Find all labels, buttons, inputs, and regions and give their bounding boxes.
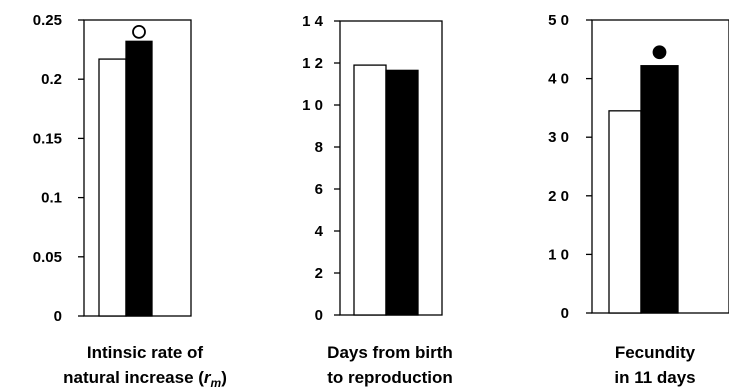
y-tick-label: 0.1 xyxy=(41,190,62,207)
x-axis-label-line-2: in 11 days xyxy=(614,368,695,387)
y-tick-label: 8 xyxy=(315,139,323,156)
y-tick-label: 0.05 xyxy=(33,249,62,266)
x-axis-label-line-2: natural increase (rm) xyxy=(63,368,227,390)
x-axis-label-line-1: Days from birth xyxy=(327,343,453,362)
x-axis-label-line-2: to reproduction xyxy=(327,368,453,387)
bar-filled xyxy=(125,40,153,317)
panel-2: 0 2 4 6 8 1 0 1 2 1 4 Days from birth to reproduc… xyxy=(302,13,453,387)
bar-filled xyxy=(640,65,679,314)
y-tick-label: 3 0 xyxy=(548,129,569,146)
bar-filled xyxy=(385,69,419,316)
bar-open xyxy=(608,110,642,314)
y-tick-label: 0.2 xyxy=(41,71,62,88)
y-tick-label: 0 xyxy=(561,305,569,322)
y-tick-label: 0.25 xyxy=(33,12,62,29)
y-tick-label: 6 xyxy=(315,181,323,198)
y-tick-label: 1 0 xyxy=(302,97,323,114)
y-tick-label: 1 0 xyxy=(548,246,569,263)
panel-3: 0 1 0 2 0 3 0 4 0 5 0 Fecundity in 11 days xyxy=(548,12,729,387)
y-tick-label: 0 xyxy=(54,308,62,325)
y-tick-label: 1 4 xyxy=(302,13,324,30)
y-tick-label: 0 xyxy=(315,307,323,324)
bar-open xyxy=(98,58,127,317)
x-axis-label-line-1: Fecundity xyxy=(615,343,696,362)
bar-open xyxy=(353,64,387,316)
y-tick-label: 0.15 xyxy=(33,130,62,147)
y-tick-label: 2 xyxy=(315,265,323,282)
x-axis-label-line-1: Intinsic rate of xyxy=(87,343,204,362)
significance-marker xyxy=(652,45,667,60)
y-tick-label: 4 xyxy=(315,223,324,240)
y-tick-label: 5 0 xyxy=(548,12,569,29)
y-tick-label: 4 0 xyxy=(548,71,569,88)
panel-1: 0 0.05 0.1 0.15 0.2 0.25 Intinsic rate of natur… xyxy=(33,12,227,390)
y-tick-label: 2 0 xyxy=(548,188,569,205)
significance-marker xyxy=(132,24,146,39)
y-tick-label: 1 2 xyxy=(302,55,323,72)
